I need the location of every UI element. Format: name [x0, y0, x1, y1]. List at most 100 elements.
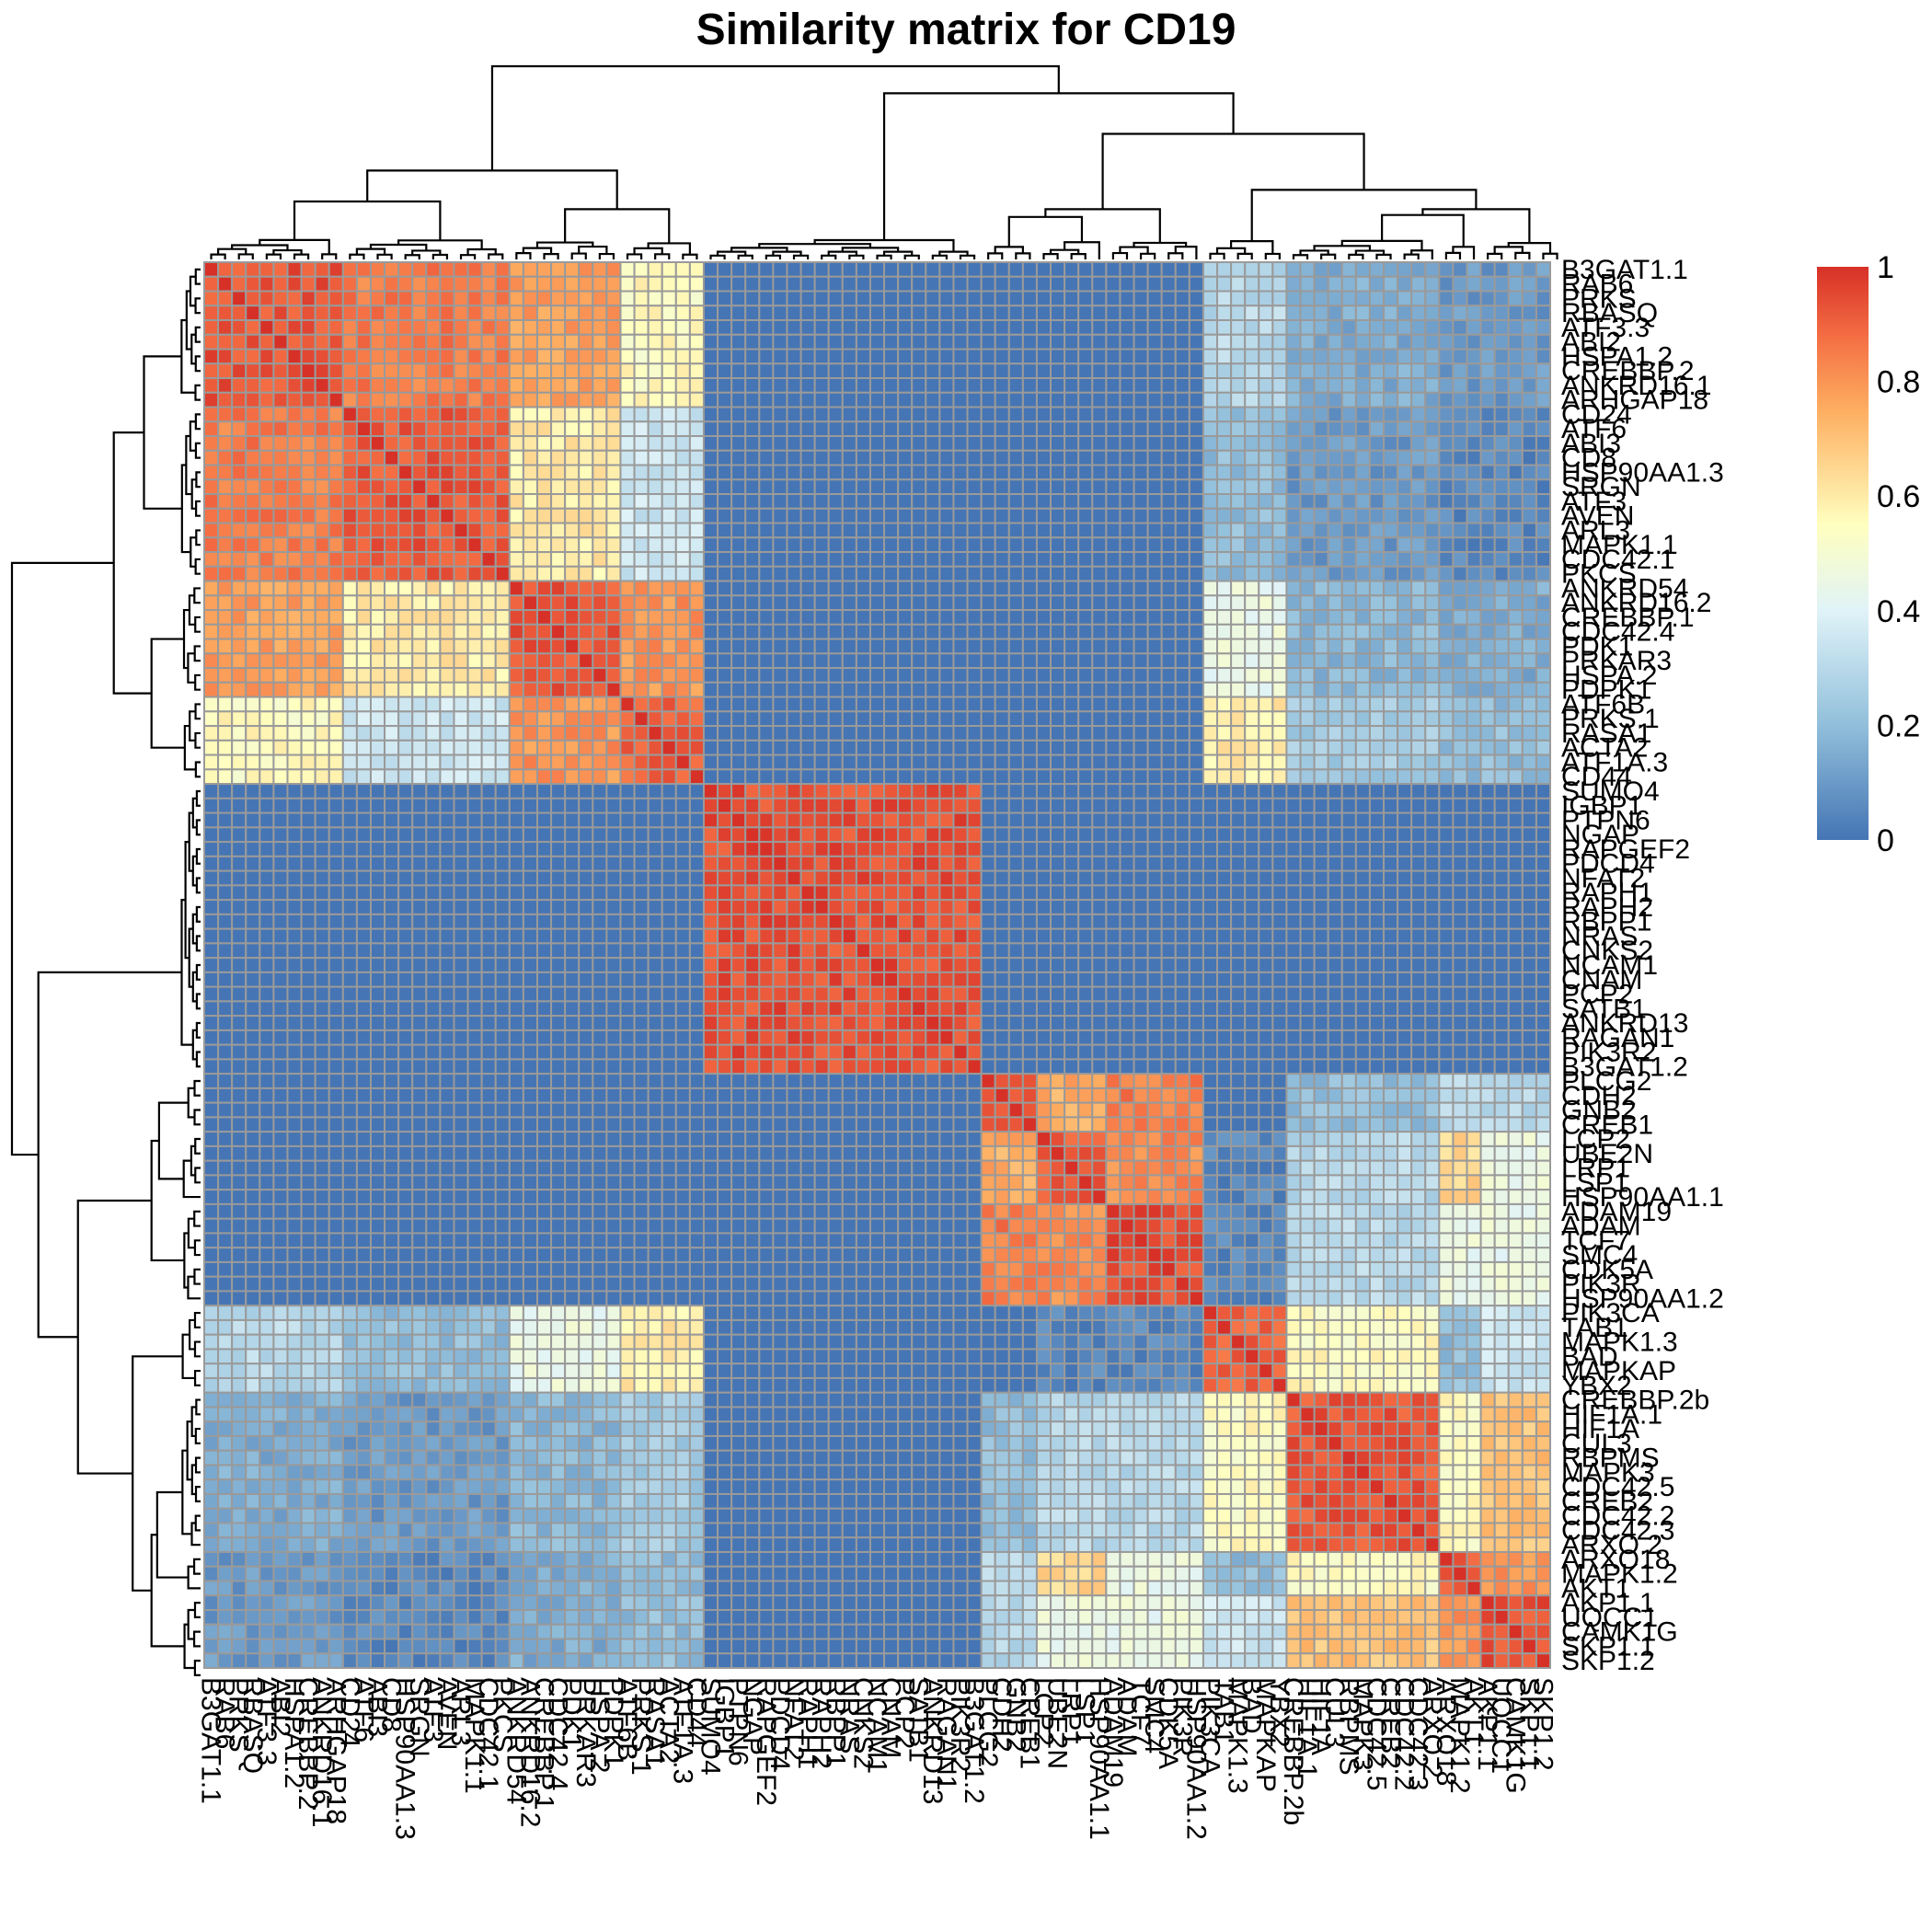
heatmap-cell: [1244, 841, 1260, 857]
heatmap-cell: [1354, 768, 1371, 786]
heatmap-cell: [1397, 580, 1413, 597]
heatmap-cell: [1050, 449, 1066, 466]
heatmap-cell: [605, 290, 622, 307]
heatmap-cell: [1146, 319, 1163, 336]
heatmap-cell: [328, 551, 344, 568]
heatmap-cell: [245, 333, 261, 351]
heatmap-cell: [1299, 942, 1316, 960]
heatmap-cell: [841, 261, 857, 278]
heatmap-cell: [1021, 420, 1038, 438]
heatmap-cell: [813, 710, 830, 728]
heatmap-cell: [1091, 667, 1108, 684]
heatmap-cell: [841, 420, 857, 438]
heatmap-cell: [453, 913, 469, 930]
heatmap-cell: [772, 464, 788, 481]
heatmap-cell: [702, 710, 719, 728]
heatmap-cell: [980, 464, 996, 481]
heatmap-cell: [994, 783, 1010, 799]
heatmap-cell: [480, 275, 497, 293]
heatmap-cell: [1368, 493, 1386, 510]
heatmap-cell: [1285, 638, 1302, 655]
heatmap-cell: [661, 681, 677, 698]
heatmap-cell: [1021, 811, 1038, 829]
heatmap-cell: [1397, 522, 1413, 539]
heatmap-cell: [1202, 493, 1219, 510]
heatmap-cell: [1188, 927, 1204, 945]
heatmap-cell: [883, 957, 900, 973]
heatmap-cell: [411, 377, 428, 394]
heatmap-cell: [217, 565, 234, 582]
heatmap-cell: [688, 319, 705, 336]
heatmap-cell: [1438, 638, 1455, 655]
heatmap-cell: [550, 855, 567, 872]
heatmap-cell: [369, 522, 386, 539]
heatmap-cell: [619, 406, 636, 423]
heatmap-cell: [1493, 710, 1510, 728]
heatmap-cell: [813, 826, 830, 844]
heatmap-cell: [1216, 478, 1233, 496]
heatmap-cell: [674, 435, 691, 452]
heatmap-cell: [384, 275, 400, 293]
heatmap-cell: [717, 507, 733, 524]
heatmap-cell: [341, 594, 358, 612]
heatmap-cell: [592, 652, 608, 670]
heatmap-cell: [619, 609, 636, 626]
heatmap-cell: [425, 913, 442, 930]
heatmap-cell: [355, 841, 372, 857]
heatmap-cell: [217, 667, 234, 684]
heatmap-cell: [1271, 594, 1288, 612]
heatmap-cell: [1146, 594, 1163, 612]
heatmap-cell: [813, 319, 830, 336]
heatmap-cell: [1188, 305, 1204, 322]
heatmap-cell: [535, 638, 553, 655]
heatmap-cell: [938, 420, 955, 438]
heatmap-cell: [717, 493, 733, 510]
heatmap-cell: [203, 565, 220, 582]
heatmap-cell: [688, 435, 705, 452]
heatmap-cell: [841, 638, 857, 655]
heatmap-cell: [1271, 681, 1288, 698]
heatmap-cell: [1507, 406, 1524, 423]
heatmap-cell: [897, 348, 914, 365]
heatmap-cell: [619, 464, 636, 481]
heatmap-cell: [744, 507, 761, 524]
heatmap-cell: [605, 869, 622, 887]
heatmap-cell: [592, 449, 608, 466]
heatmap-cell: [813, 493, 830, 510]
heatmap-cell: [1050, 753, 1066, 771]
heatmap-cell: [1383, 290, 1399, 307]
heatmap-cell: [578, 522, 594, 539]
heatmap-cell: [1021, 681, 1038, 698]
heatmap-cell: [1146, 913, 1163, 930]
heatmap-cell: [1493, 869, 1510, 887]
heatmap-cell: [883, 594, 900, 612]
heatmap-cell: [1479, 420, 1496, 438]
heatmap-cell: [369, 710, 386, 728]
heatmap-cell: [1535, 580, 1552, 597]
heatmap-cell: [1452, 522, 1468, 539]
heatmap-cell: [633, 899, 650, 915]
heatmap-cell: [1479, 783, 1496, 799]
heatmap-cell: [744, 261, 761, 278]
heatmap-cell: [1146, 710, 1163, 728]
heatmap-cell: [439, 551, 455, 568]
heatmap-cell: [730, 449, 747, 466]
heatmap-cell: [1493, 333, 1510, 351]
heatmap-cell: [1133, 377, 1149, 394]
heatmap-cell: [1466, 797, 1482, 814]
heatmap-cell: [619, 275, 636, 293]
heatmap-cell: [758, 652, 775, 670]
heatmap-cell: [758, 406, 775, 423]
heatmap-cell: [966, 551, 983, 568]
heatmap-cell: [1271, 536, 1288, 554]
heatmap-cell: [384, 305, 400, 322]
heatmap-cell: [799, 594, 816, 612]
dendrogram-branch: [349, 253, 365, 259]
heatmap-cell: [1244, 725, 1260, 742]
heatmap-cell: [1146, 391, 1163, 408]
heatmap-cell: [355, 522, 372, 539]
heatmap-cell: [1035, 594, 1052, 612]
heatmap-cell: [1285, 797, 1302, 814]
heatmap-cell: [1091, 681, 1108, 698]
heatmap-cell: [1493, 464, 1510, 481]
